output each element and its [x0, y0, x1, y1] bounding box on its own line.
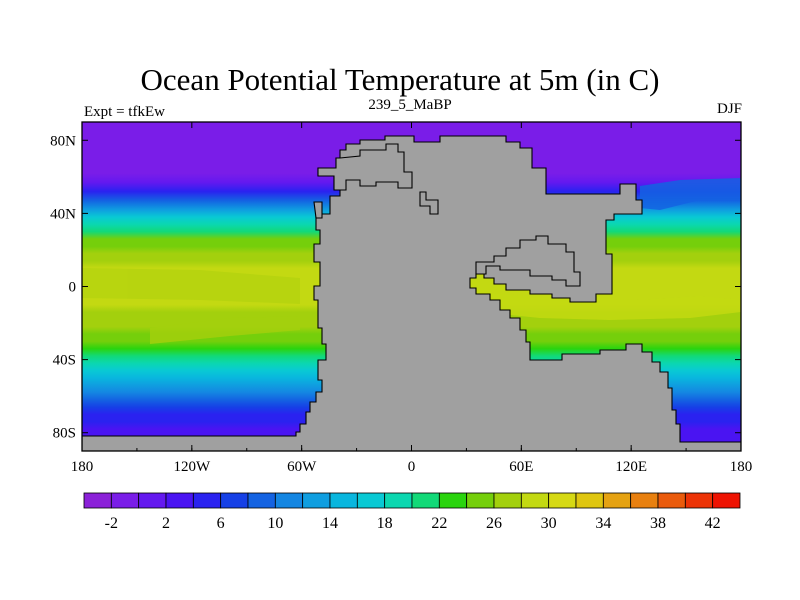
y-axis-tick-labels: 80N 40N 0 40S 80S [50, 133, 76, 441]
y-tick-label: 0 [69, 280, 77, 296]
x-tick-label: 180 [730, 459, 753, 475]
colorbar [83, 492, 741, 509]
colorbar-tick-label: 18 [377, 515, 393, 532]
y-tick-label: 40N [50, 206, 76, 222]
northern-peninsula [317, 143, 413, 191]
x-axis-tick-labels: 180 120W 60W 0 60E 120E 180 [71, 459, 753, 475]
colorbar-swatch [83, 492, 112, 509]
colorbar-swatch [493, 492, 522, 509]
colorbar-swatch [220, 492, 249, 509]
colorbar-swatch [356, 492, 386, 509]
colorbar-tick-label: 42 [705, 515, 721, 532]
y-tick-label: 80S [53, 426, 76, 442]
x-tick-label: 60W [287, 459, 317, 475]
x-tick-label: 120W [173, 459, 211, 475]
colorbar-swatch [165, 492, 194, 509]
colorbar-swatch [274, 492, 304, 509]
y-tick-label: 40S [53, 353, 76, 369]
experiment-label: Expt = tfkEw [84, 104, 165, 120]
colorbar-swatch [384, 492, 413, 509]
colorbar-tick-label: 6 [217, 515, 225, 532]
colorbar-swatch [466, 492, 495, 509]
boundary-cold-patch [640, 178, 741, 210]
axis-ticks [81, 122, 742, 451]
chart-title: Ocean Potential Temperature at 5m (in C) [140, 62, 660, 97]
colorbar-tick-label: 14 [322, 515, 338, 532]
season-label: DJF [716, 101, 742, 117]
colorbar-tick-label: 30 [541, 515, 557, 532]
colorbar-tick-label: 38 [650, 515, 666, 532]
tethys-warm-pool [470, 292, 741, 320]
colorbar-swatch [438, 492, 468, 509]
colorbar-swatch [684, 492, 714, 509]
colorbar-swatch [302, 492, 331, 509]
y-tick-label: 80N [50, 133, 76, 149]
colorbar-swatch [329, 492, 358, 509]
x-tick-label: 180 [71, 459, 94, 475]
equatorial-warm-band [82, 268, 300, 304]
colorbar-swatch [630, 492, 659, 509]
colorbar-swatch [657, 492, 686, 509]
colorbar-tick-labels: -2 2 6 10 14 18 22 26 30 34 38 42 [105, 515, 721, 532]
western-boundary-warm-tongue [150, 316, 300, 344]
colorbar-swatch [575, 492, 604, 509]
x-tick-label: 60E [509, 459, 533, 475]
x-tick-label: 120E [615, 459, 647, 475]
colorbar-tick-label: -2 [105, 515, 118, 532]
pangea-landmass [82, 135, 741, 451]
colorbar-swatch [520, 492, 550, 509]
colorbar-tick-label: 22 [431, 515, 447, 532]
colorbar-tick-label: 26 [486, 515, 502, 532]
colorbar-swatch [548, 492, 577, 509]
colorbar-tick-label: 10 [267, 515, 283, 532]
chart-subtitle: 239_5_MaBP [368, 97, 452, 113]
temperature-map [82, 122, 741, 451]
x-tick-label: 0 [408, 459, 416, 475]
colorbar-tick-label: 34 [595, 515, 611, 532]
colorbar-swatch [110, 492, 140, 509]
arctic-island [419, 191, 439, 215]
colorbar-swatch [411, 492, 440, 509]
colorbar-swatch [192, 492, 222, 509]
cimmerian-terrane [475, 235, 581, 287]
colorbar-tick-label: 2 [162, 515, 170, 532]
colorbar-swatch [138, 492, 167, 509]
colorbar-swatch [602, 492, 632, 509]
regional-anomalies [82, 178, 741, 344]
western-island [313, 201, 323, 219]
colorbar-swatch [712, 492, 741, 509]
colorbar-swatch [247, 492, 276, 509]
